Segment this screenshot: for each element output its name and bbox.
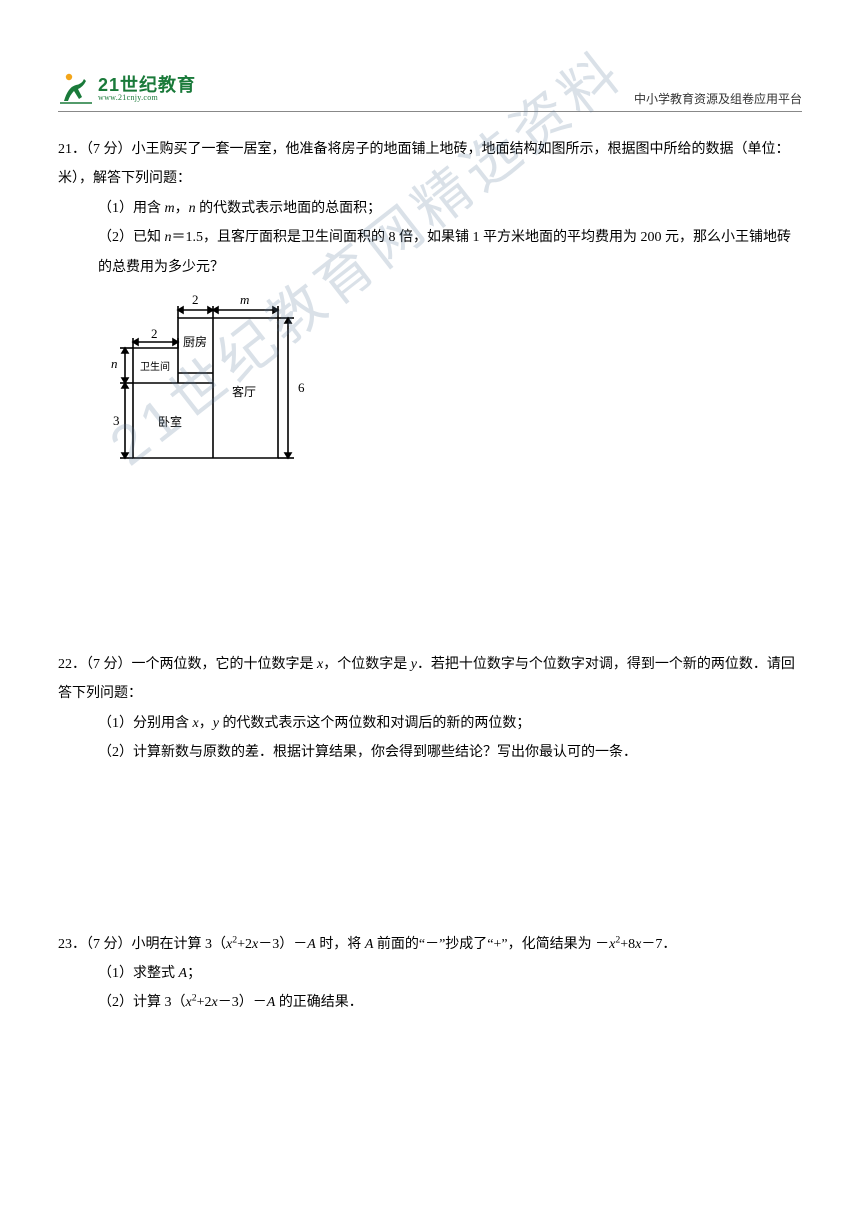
q21-number: 21．（7 分） <box>58 142 132 157</box>
q21-stem: 21．（7 分）小王购买了一套一居室，他准备将房子的地面铺上地砖，地面结构如图所… <box>58 135 802 194</box>
fig-label-2-top: 2 <box>192 292 199 307</box>
q22-points: 7 分 <box>93 657 118 672</box>
fig-label-6: 6 <box>298 380 305 395</box>
fig-room-bedroom: 卧室 <box>158 414 182 429</box>
q23-points: 7 分 <box>93 937 118 952</box>
logo-runner-icon <box>58 71 94 107</box>
fig-label-m: m <box>240 292 249 307</box>
logo-text: 21世纪教育 www.21cnjy.com <box>98 76 196 102</box>
q22-part2: （2）计算新数与原数的差．根据计算结果，你会得到哪些结论？写出你最认可的一条． <box>58 738 802 767</box>
content-area: 21．（7 分）小王购买了一套一居室，他准备将房子的地面铺上地砖，地面结构如图所… <box>58 135 802 1050</box>
spacer-2 <box>58 800 802 930</box>
q21-part1: （1）用含 m，n 的代数式表示地面的总面积； <box>58 194 802 223</box>
q23-part2: （2）计算 3（x2+2x－3）－A 的正确结果． <box>58 988 802 1017</box>
logo-block: 21世纪教育 www.21cnjy.com <box>58 71 196 107</box>
q22-part1: （1）分别用含 x，y 的代数式表示这个两位数和对调后的新的两位数； <box>58 709 802 738</box>
q21-stem-text: 小王购买了一套一居室，他准备将房子的地面铺上地砖，地面结构如图所示，根据图中所给… <box>58 142 790 186</box>
page-header: 21世纪教育 www.21cnjy.com 中小学教育资源及组卷应用平台 <box>58 62 802 112</box>
q23-stem: 23．（7 分）小明在计算 3（x2+2x－3）－A 时，将 A 前面的“－”抄… <box>58 930 802 959</box>
question-23: 23．（7 分）小明在计算 3（x2+2x－3）－A 时，将 A 前面的“－”抄… <box>58 930 802 1018</box>
question-21: 21．（7 分）小王购买了一套一居室，他准备将房子的地面铺上地砖，地面结构如图所… <box>58 135 802 468</box>
fig-label-3: 3 <box>113 413 120 428</box>
q23-part1: （1）求整式 A； <box>58 959 802 988</box>
q21-figure: 2 m 2 n 3 6 厨房 卫生间 卧室 客厅 <box>98 288 318 468</box>
logo-sub-text: www.21cnjy.com <box>98 94 196 102</box>
header-right-text: 中小学教育资源及组卷应用平台 <box>634 90 802 107</box>
fig-label-2-left: 2 <box>151 326 158 341</box>
q21-part2: （2）已知 n＝1.5，且客厅面积是卫生间面积的 8 倍，如果铺 1 平方米地面… <box>58 223 802 282</box>
logo-main-text: 21世纪教育 <box>98 76 196 94</box>
spacer-1 <box>58 500 802 650</box>
fig-room-bath: 卫生间 <box>140 360 170 373</box>
question-22: 22．（7 分）一个两位数，它的十位数字是 x，个位数字是 y．若把十位数字与个… <box>58 650 802 768</box>
fig-room-kitchen: 厨房 <box>183 334 207 349</box>
fig-label-n: n <box>111 356 118 371</box>
q22-stem: 22．（7 分）一个两位数，它的十位数字是 x，个位数字是 y．若把十位数字与个… <box>58 650 802 709</box>
q21-points: 7 分 <box>93 142 118 157</box>
fig-room-living: 客厅 <box>232 384 256 399</box>
